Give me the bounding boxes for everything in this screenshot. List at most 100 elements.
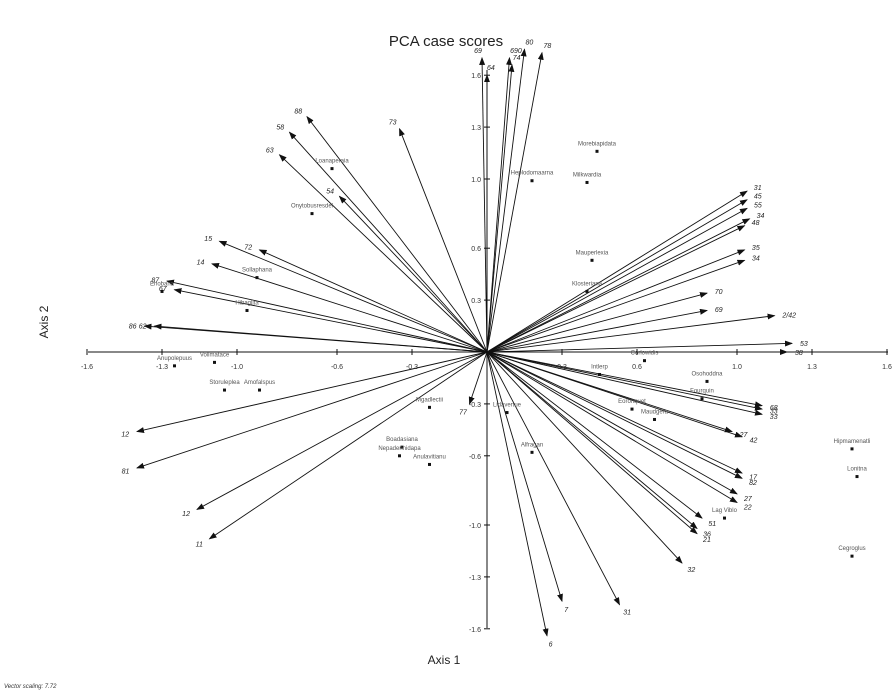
vector-label: 36 [703, 532, 711, 539]
y-tick-label: -0.3 [469, 402, 481, 409]
vector-label: 38 [795, 350, 803, 357]
vector-label: 35 [752, 245, 760, 252]
case-point [590, 258, 594, 262]
vector-label: 6 [549, 642, 553, 649]
vector-label: 55 [754, 203, 762, 210]
y-tick-label: -1.6 [469, 627, 481, 634]
case-label: Fourquin [690, 389, 714, 395]
vector-label: 11 [196, 541, 203, 548]
vector-arrow [486, 308, 708, 353]
case-point [530, 450, 534, 454]
case-label: Nepadennidapa [378, 446, 421, 452]
case-point [213, 360, 216, 364]
case-label: Hibaglita [235, 300, 259, 306]
case-point [245, 308, 249, 312]
vector-label: 69 [715, 307, 723, 314]
vector-arrow [486, 199, 748, 353]
vector-arrow [486, 351, 763, 408]
vector-label: 77 [459, 409, 468, 416]
vector-label: 86 [129, 323, 137, 330]
y-tick-label: 1.3 [471, 125, 481, 132]
case-point [223, 388, 226, 392]
vector-label: 74 [513, 55, 521, 62]
vector-arrow [486, 351, 763, 411]
vector-arrow [486, 351, 698, 535]
case-label: Heplodomaarna [511, 171, 554, 177]
x-tick-label: 1.0 [732, 364, 742, 371]
y-tick-label: -1.0 [469, 523, 481, 530]
vector-label: 82 [749, 480, 757, 487]
case-points-layer: Eriobana Sollaphana Morebiapidata Mauperlex… [150, 141, 871, 558]
vector-label: 78 [543, 43, 551, 50]
vector-arrow [486, 351, 549, 637]
vector-label: 70 [715, 289, 723, 296]
case-point [428, 462, 431, 466]
vector-arrow [208, 351, 488, 540]
y-axis-label: Axis 2 [37, 305, 51, 338]
case-point [705, 379, 709, 383]
x-tick-label: -1.0 [231, 364, 243, 371]
vector-label: 88 [294, 108, 302, 115]
vector-arrow [486, 351, 743, 479]
case-point [850, 554, 854, 558]
vector-arrow [486, 351, 563, 603]
case-point [258, 388, 261, 392]
vector-arrow [486, 351, 743, 474]
case-point [643, 359, 646, 363]
x-tick-label: -0.3 [406, 364, 418, 371]
vector-label: 27 [739, 432, 749, 439]
case-label: Hipmamenatli [834, 439, 871, 445]
case-point [598, 372, 601, 376]
vector-arrow [486, 51, 544, 353]
vector-label: 72 [244, 245, 252, 252]
case-label: Amofalspus [244, 380, 275, 386]
case-point [595, 149, 599, 153]
y-tick-label: -1.3 [469, 575, 481, 582]
vector-arrow [136, 351, 488, 433]
case-point [173, 364, 176, 368]
vector-arrow [486, 351, 698, 530]
case-point [505, 411, 509, 415]
vector-arrow [136, 351, 488, 469]
vector-arrow [278, 154, 488, 353]
vector-label: 33 [770, 414, 778, 421]
vector-arrow [486, 351, 683, 564]
case-point [255, 276, 259, 280]
case-label: Corlowidis [631, 351, 659, 357]
vector-arrow [486, 351, 703, 519]
vector-label: 33 [770, 409, 778, 416]
case-label: Loanaperaia [315, 159, 349, 165]
x-tick-label: -0.6 [331, 364, 343, 371]
case-label: Anulavitianu [413, 454, 446, 460]
case-point [585, 180, 589, 184]
y-tick-label: 1.6 [471, 73, 481, 80]
vector-label: 54 [326, 188, 334, 195]
case-point [398, 454, 401, 458]
case-label: Sollaphana [242, 268, 273, 274]
vector-arrow [306, 115, 488, 353]
case-point [585, 289, 589, 293]
vector-arrow [486, 218, 751, 353]
vector-label: 31 [754, 185, 762, 192]
vector-arrow [173, 288, 488, 353]
vector-arrow [486, 313, 776, 353]
vector-label: 58 [276, 124, 284, 131]
case-label: Alfragan [521, 442, 543, 448]
case-point [653, 417, 656, 421]
case-label: Mgadlectii [416, 397, 443, 403]
vector-arrow [153, 323, 488, 353]
vector-label: 68 [770, 405, 778, 412]
tick-layer: -1.6 -1.3 -1.0 -0.6 -0.3 0.3 0.6 1.0 1.3 1.6 1.6 1.… [81, 73, 892, 634]
vector-label: 45 [754, 194, 762, 201]
case-point [428, 405, 431, 409]
x-tick-label: 0.3 [557, 364, 567, 371]
x-axis-label: Axis 1 [428, 653, 461, 667]
case-label: Intlerp [591, 364, 608, 370]
vector-label: 48 [752, 220, 760, 227]
case-label: Milkwardia [573, 172, 602, 178]
vector-arrow [218, 240, 488, 353]
vector-label: 67 [159, 286, 168, 293]
vector-label: 31 [623, 610, 631, 617]
vector-label: 32 [687, 567, 695, 574]
vector-label: 80 [525, 39, 533, 46]
